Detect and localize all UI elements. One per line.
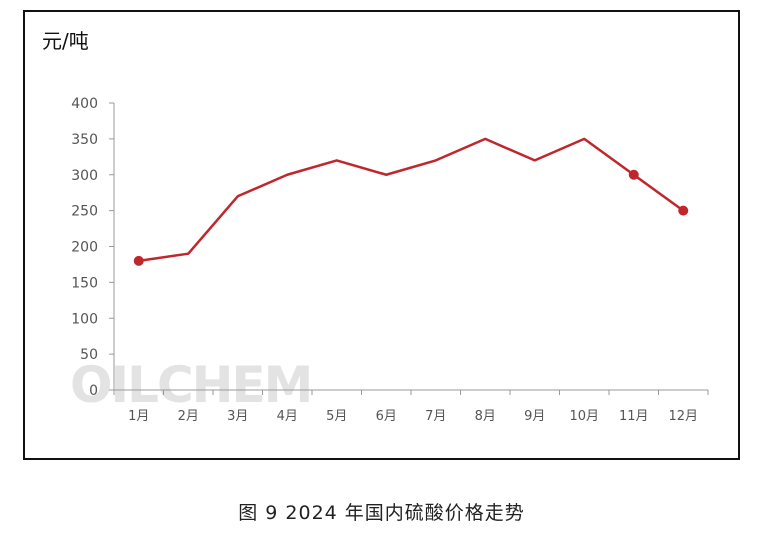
x-tick-label: 9月 — [524, 409, 545, 424]
x-tick-label: 7月 — [425, 409, 446, 424]
data-point-marker — [628, 169, 639, 180]
chart-frame — [23, 10, 740, 460]
y-tick-label: 150 — [71, 275, 98, 291]
y-tick-label: 200 — [71, 240, 98, 256]
x-tick-label: 3月 — [227, 409, 248, 424]
x-tick-label: 8月 — [475, 409, 496, 424]
x-tick-label: 10月 — [569, 409, 599, 424]
watermark-logo: OILCHEM — [70, 356, 313, 414]
data-point-marker — [678, 205, 689, 216]
axes — [109, 102, 709, 395]
x-tick-label: 6月 — [376, 409, 397, 424]
y-tick-label: 300 — [71, 168, 98, 184]
figure-caption: 图 9 2024 年国内硫酸价格走势 — [238, 502, 525, 524]
x-tick-label: 12月 — [668, 409, 698, 424]
series-line — [133, 137, 689, 266]
x-tick-label: 4月 — [277, 409, 298, 424]
y-tick-label: 50 — [80, 347, 98, 363]
y-tick-label: 100 — [71, 311, 98, 327]
x-tick-label: 5月 — [326, 409, 347, 424]
unit-label: 元/吨 — [42, 29, 89, 53]
y-tick-label: 400 — [71, 96, 98, 112]
x-tick-label: 1月 — [128, 409, 149, 424]
series-line-path — [138, 137, 684, 263]
line-chart: 元/吨 OILCHEM 0 50 100 150 200 250 300 350 400 1月 2… — [42, 29, 709, 424]
y-tick-label: 0 — [89, 383, 98, 399]
svg-text:OILCHEM: OILCHEM — [70, 356, 311, 414]
x-tick-label: 11月 — [619, 409, 649, 424]
x-tick-labels: 1月 2月 3月 4月 5月 6月 7月 8月 9月 10月 11月 12月 — [128, 409, 698, 424]
y-tick-label: 250 — [71, 204, 98, 220]
y-tick-labels: 0 50 100 150 200 250 300 350 400 — [71, 96, 98, 399]
data-point-marker — [133, 255, 144, 266]
y-tick-label: 350 — [71, 132, 98, 148]
x-tick-label: 2月 — [178, 409, 199, 424]
